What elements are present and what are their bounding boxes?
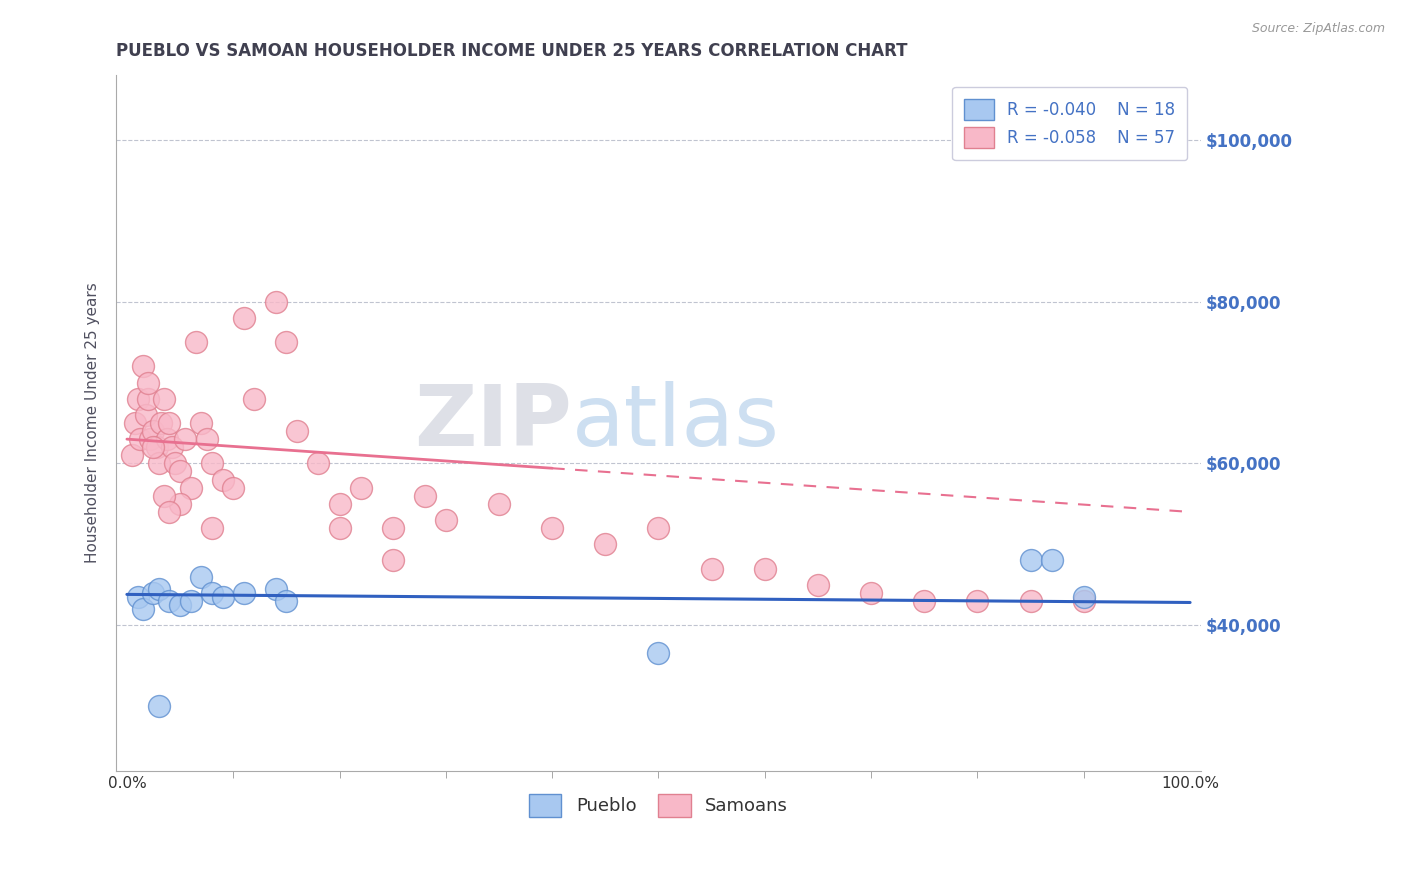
Point [807,577,830,591]
Point [153,392,176,406]
Point [159,594,181,608]
Point [180,594,202,608]
Point [328,497,350,511]
Y-axis label: Householder Income Under 25 years: Householder Income Under 25 years [86,283,100,564]
Point [160,440,183,454]
Point [488,497,510,511]
Point [912,594,935,608]
Point [595,537,617,551]
Point [264,582,287,596]
Point [127,392,149,406]
Point [381,521,404,535]
Point [754,561,776,575]
Point [132,359,155,374]
Point [136,376,159,390]
Point [211,590,233,604]
Point [169,465,191,479]
Point [413,489,436,503]
Point [222,481,245,495]
Point [148,698,170,713]
Point [142,440,165,454]
Point [1019,553,1042,567]
Point [434,513,457,527]
Point [264,294,287,309]
Point [169,598,191,612]
Point [1073,594,1095,608]
Point [132,602,155,616]
Point [184,334,207,349]
Point [156,432,179,446]
Point [307,456,329,470]
Point [1019,594,1042,608]
Point [153,489,176,503]
Point [285,424,308,438]
Point [149,416,172,430]
Point [647,647,669,661]
Point [163,456,186,470]
Point [201,456,224,470]
Point [139,432,162,446]
Point [211,473,233,487]
Point [541,521,564,535]
Point [128,432,150,446]
Point [232,586,254,600]
Point [350,481,373,495]
Point [148,456,170,470]
Point [195,432,218,446]
Point [180,481,202,495]
Point [201,521,224,535]
Point [190,569,212,583]
Point [276,594,298,608]
Point [201,586,224,600]
Point [1040,553,1063,567]
Point [700,561,723,575]
Point [159,416,181,430]
Text: Source: ZipAtlas.com: Source: ZipAtlas.com [1251,22,1385,36]
Text: ZIP: ZIP [413,382,572,465]
Point [145,440,167,454]
Point [381,553,404,567]
Point [1073,590,1095,604]
Point [124,416,146,430]
Point [135,408,157,422]
Text: PUEBLO VS SAMOAN HOUSEHOLDER INCOME UNDER 25 YEARS CORRELATION CHART: PUEBLO VS SAMOAN HOUSEHOLDER INCOME UNDE… [117,42,908,60]
Point [647,521,669,535]
Legend: Pueblo, Samoans: Pueblo, Samoans [522,787,796,824]
Point [142,586,165,600]
Point [174,432,197,446]
Point [276,334,298,349]
Point [328,521,350,535]
Point [136,392,159,406]
Point [243,392,266,406]
Point [860,586,883,600]
Point [232,310,254,325]
Point [127,590,149,604]
Point [159,505,181,519]
Point [966,594,988,608]
Point [121,448,143,462]
Point [169,497,191,511]
Point [148,582,170,596]
Text: atlas: atlas [572,382,780,465]
Point [190,416,212,430]
Point [142,424,165,438]
